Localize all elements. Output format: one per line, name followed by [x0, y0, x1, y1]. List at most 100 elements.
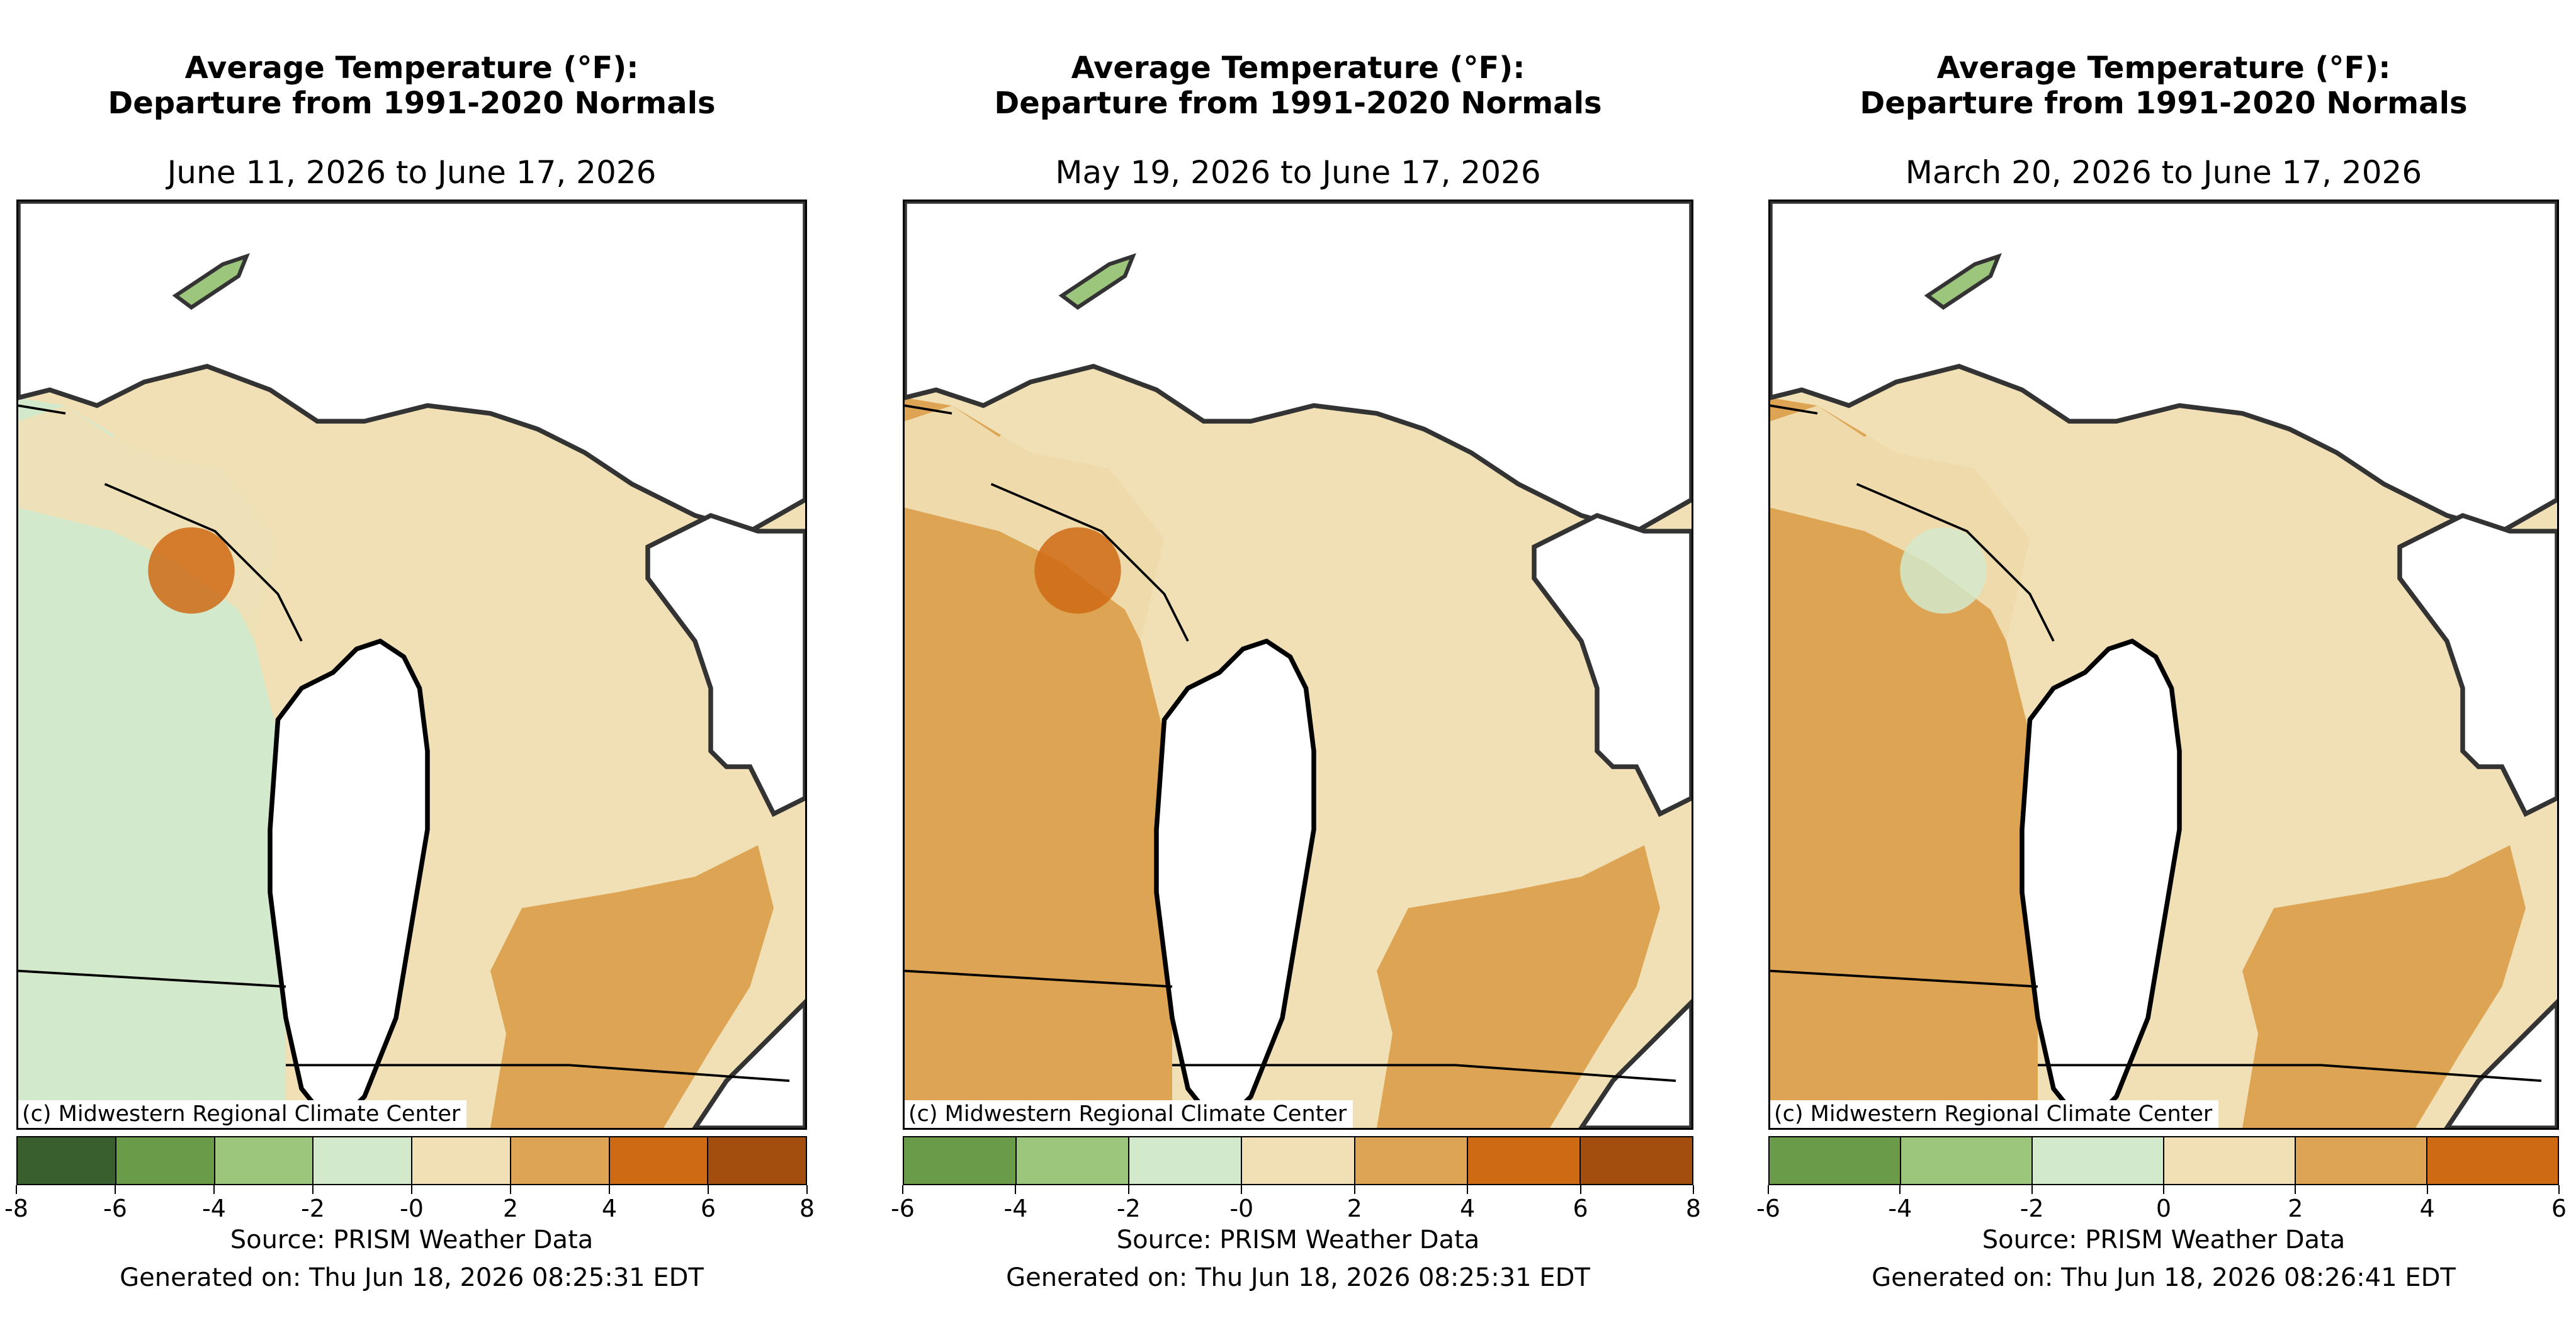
- colorbar-tick-mark: [1467, 1185, 1469, 1194]
- accent-anomaly-patch: [148, 527, 235, 614]
- colorbar-tick-label: -4: [1003, 1195, 1028, 1222]
- state-border-3: [1856, 483, 2055, 642]
- colorbar-segment: [609, 1137, 709, 1184]
- temperature-map: (c) Midwestern Regional Climate Center: [16, 200, 807, 1130]
- colorbar-segment: [18, 1137, 116, 1184]
- colorbar-tick-label: -6: [891, 1195, 915, 1222]
- colorbar-segment: [215, 1137, 314, 1184]
- map-panel-1: Average Temperature (°F): Departure from…: [4, 0, 815, 1318]
- colorbar-tick-label: -0: [400, 1195, 424, 1222]
- colorbar-segment: [1770, 1137, 1901, 1184]
- colorbar-tick-mark: [1768, 1185, 1769, 1194]
- data-source: Source: PRISM Weather Data: [230, 1225, 594, 1254]
- state-border-1: [1770, 969, 2038, 988]
- colorbar-segment: [116, 1137, 215, 1184]
- colorbar-tick-mark: [2163, 1185, 2164, 1194]
- colorbar-segment: [412, 1137, 511, 1184]
- date-range: March 20, 2026 to June 17, 2026: [1905, 154, 2422, 191]
- colorbar-segment: [1242, 1137, 1355, 1184]
- colorbar-segment: [2164, 1137, 2296, 1184]
- southeast-region-fill: [1377, 845, 1660, 1128]
- state-border-2: [286, 1064, 790, 1083]
- michigan-region-map: [18, 201, 805, 1128]
- state-border-3: [104, 483, 303, 642]
- colorbar-tick-label: -6: [103, 1195, 127, 1222]
- colorbar-segment: [2427, 1137, 2558, 1184]
- panel-title-line2: Departure from 1991-2020 Normals: [108, 86, 716, 121]
- upper-peninsula-fill: [18, 374, 679, 673]
- colorbar-segment: [2033, 1137, 2164, 1184]
- lake-erie: [1578, 999, 1692, 1128]
- state-border-2: [1172, 1064, 1676, 1083]
- colorbar-tick-label: 6: [2551, 1195, 2567, 1222]
- lake-huron: [2397, 512, 2557, 818]
- colorbar-tick-mark: [1127, 1185, 1129, 1194]
- accent-anomaly-patch: [1900, 527, 1987, 614]
- colorbar-tick-label: 4: [601, 1195, 618, 1222]
- colorbar-tick-label: -2: [2020, 1195, 2044, 1222]
- colorbar-segment: [314, 1137, 412, 1184]
- colorbar-tick-mark: [1241, 1185, 1243, 1194]
- colorbar-tick-mark: [2558, 1185, 2560, 1194]
- temperature-map: (c) Midwestern Regional Climate Center: [1768, 200, 2559, 1130]
- colorbar-ticks: -6 -4 -2 -0 2 4 6 8: [891, 1185, 1701, 1223]
- colorbar-segment: [1901, 1137, 2033, 1184]
- colorbar-tick-label: -2: [301, 1195, 325, 1222]
- colorbar-segment: [1467, 1137, 1581, 1184]
- state-border-3: [990, 483, 1189, 642]
- michigan-region-map: [905, 201, 1692, 1128]
- colorbar-tick-label: -4: [202, 1195, 226, 1222]
- colorbar-tick-label: -4: [1888, 1195, 1912, 1222]
- colorbar: [903, 1136, 1693, 1185]
- colorbar-segment: [2296, 1137, 2427, 1184]
- lake-michigan: [268, 638, 430, 1128]
- colorbar-tick-mark: [902, 1185, 903, 1194]
- upper-peninsula-fill: [1770, 374, 2431, 673]
- date-range: May 19, 2026 to June 17, 2026: [1055, 154, 1541, 191]
- colorbar-segment: [511, 1137, 610, 1184]
- colorbar-tick-mark: [1579, 1185, 1581, 1194]
- generated-timestamp: Generated on: Thu Jun 18, 2026 08:25:31 …: [120, 1263, 704, 1292]
- generated-timestamp: Generated on: Thu Jun 18, 2026 08:26:41 …: [1872, 1263, 2456, 1292]
- colorbar-tick-mark: [806, 1185, 808, 1194]
- colorbar-tick-mark: [2031, 1185, 2033, 1194]
- data-source: Source: PRISM Weather Data: [1982, 1225, 2346, 1254]
- state-border-1: [905, 969, 1173, 988]
- lake-huron: [1532, 512, 1692, 818]
- colorbar-tick-label: 2: [1347, 1195, 1362, 1222]
- colorbar-tick-mark: [1353, 1185, 1355, 1194]
- colorbar-tick-label: 4: [1460, 1195, 1476, 1222]
- state-border-4: [905, 404, 952, 415]
- lake-erie: [2444, 999, 2557, 1128]
- colorbar-tick-mark: [115, 1185, 116, 1194]
- colorbar-tick-label: 6: [1573, 1195, 1588, 1222]
- lake-michigan: [2020, 638, 2182, 1128]
- michigan-region-map: [1770, 201, 2557, 1128]
- colorbar-segment: [1355, 1137, 1468, 1184]
- accent-anomaly-patch: [1034, 527, 1121, 614]
- colorbar-segment: [1580, 1137, 1692, 1184]
- temperature-map: (c) Midwestern Regional Climate Center: [903, 200, 1693, 1130]
- colorbar-tick-mark: [213, 1185, 215, 1194]
- panel-title-line1: Average Temperature (°F):: [1936, 50, 2391, 86]
- colorbar-tick-label: 4: [2419, 1195, 2435, 1222]
- generated-timestamp: Generated on: Thu Jun 18, 2026 08:25:31 …: [1006, 1263, 1590, 1292]
- colorbar-tick-label: -6: [1756, 1195, 1780, 1222]
- lake-huron: [645, 512, 805, 818]
- map-panel-2: Average Temperature (°F): Departure from…: [891, 0, 1701, 1318]
- state-border-4: [18, 404, 66, 415]
- state-border-2: [2038, 1064, 2542, 1083]
- map-credit: (c) Midwestern Regional Climate Center: [18, 1100, 467, 1128]
- upper-peninsula-fill: [905, 374, 1566, 673]
- colorbar-segment: [904, 1137, 1017, 1184]
- isle-royale: [172, 253, 250, 310]
- state-border-4: [1770, 404, 1818, 415]
- colorbar-tick-mark: [1693, 1185, 1694, 1194]
- colorbar-tick-label: -8: [4, 1195, 28, 1222]
- colorbar-tick-mark: [312, 1185, 314, 1194]
- colorbar: [16, 1136, 807, 1185]
- isle-royale: [1058, 253, 1136, 310]
- state-border-1: [18, 969, 286, 988]
- colorbar-tick-label: -0: [1229, 1195, 1254, 1222]
- data-source: Source: PRISM Weather Data: [1116, 1225, 1480, 1254]
